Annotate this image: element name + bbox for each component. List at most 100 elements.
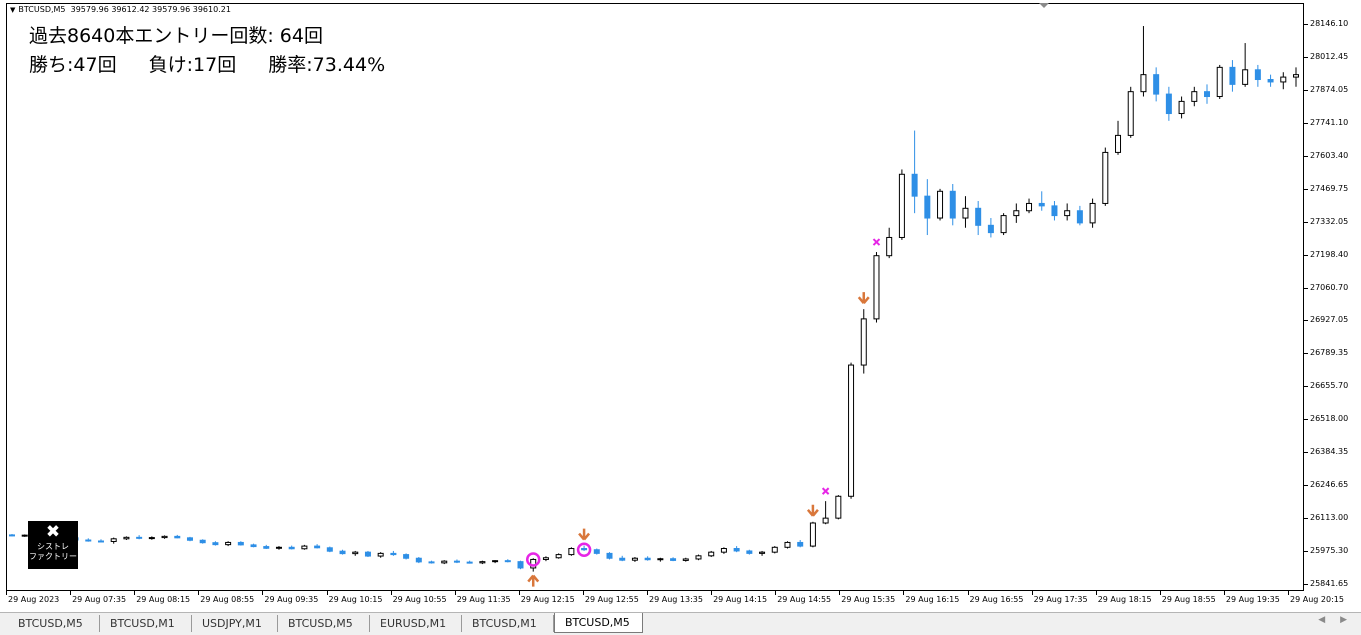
candle-body xyxy=(85,539,92,542)
candle-body xyxy=(1216,66,1223,98)
candle-down xyxy=(186,536,193,542)
chart-plot-area[interactable] xyxy=(6,3,1303,591)
candle-body xyxy=(199,539,206,544)
candle-body xyxy=(136,536,143,539)
tab-btcusd-m5-6[interactable]: BTCUSD,M5 xyxy=(554,613,643,633)
candle-body xyxy=(771,546,778,553)
price-axis[interactable]: 28146.10 28012.45 27874.05 27741.10 27603.40… xyxy=(1303,3,1361,591)
candle-body xyxy=(949,190,956,219)
candle-body xyxy=(517,561,524,569)
chart-shift-marker-icon[interactable] xyxy=(1039,3,1049,8)
symbol-header: ▼ BTCUSD,M5 39579.96 39612.42 39579.96 39… xyxy=(10,5,231,14)
candle-down xyxy=(1153,67,1160,102)
tab-usdjpy-m1-2[interactable]: USDJPY,M1 xyxy=(192,615,278,632)
price-tick xyxy=(1304,419,1308,421)
candle-body xyxy=(555,554,562,559)
candle-body xyxy=(1127,91,1134,136)
dropdown-triangle-icon[interactable]: ▼ xyxy=(10,6,16,14)
candle-down xyxy=(924,179,931,236)
candle-up xyxy=(822,501,829,525)
time-tick xyxy=(839,591,841,595)
candle-down xyxy=(85,538,92,542)
candle-body xyxy=(835,495,842,519)
tab-btcusd-m5-3[interactable]: BTCUSD,M5 xyxy=(278,615,370,632)
tab-scroll-arrows-icon[interactable]: ◀ ▶ xyxy=(1318,615,1353,625)
price-tick xyxy=(1304,89,1308,91)
candle-body xyxy=(924,195,931,219)
candle-body xyxy=(708,551,715,557)
candle-body xyxy=(212,542,219,546)
candle-body xyxy=(1242,69,1249,85)
chart-window[interactable]: ▼ BTCUSD,M5 39579.96 39612.42 39579.96 39… xyxy=(0,0,1361,612)
loss-cross-icon xyxy=(821,487,830,495)
candle-body xyxy=(21,534,28,537)
time-label: 29 Aug 10:15 xyxy=(328,595,383,604)
time-tick xyxy=(967,591,969,595)
candle-body xyxy=(1165,93,1172,115)
time-tick xyxy=(134,591,136,595)
tab-btcusd-m5-0[interactable]: BTCUSD,M5 xyxy=(8,615,100,632)
time-tick xyxy=(198,591,200,595)
candle-down xyxy=(593,548,600,555)
stats-overlay: 過去8640本エントリー回数: 64回 勝ち:47回 負け:17回 勝率:73.… xyxy=(29,22,411,80)
candle-up xyxy=(110,537,117,544)
candle-up xyxy=(377,552,384,558)
candle-down xyxy=(415,557,422,564)
price-label: 26113.00 xyxy=(1310,513,1349,523)
candle-body xyxy=(1204,91,1211,98)
candle-body xyxy=(1191,91,1198,102)
candle-body xyxy=(1089,202,1096,224)
candle-up xyxy=(1064,203,1071,221)
symbol-name: BTCUSD,M5 xyxy=(18,5,66,14)
candle-body xyxy=(97,540,104,543)
tab-btcusd-m1-1[interactable]: BTCUSD,M1 xyxy=(100,615,192,632)
losses-text: 負け:17回 xyxy=(148,54,237,76)
candle-up xyxy=(1293,67,1299,87)
candle-up xyxy=(275,546,282,550)
candle-down xyxy=(136,535,143,540)
candle-body xyxy=(1293,74,1299,78)
price-label: 25975.30 xyxy=(1310,546,1349,556)
candle-body xyxy=(720,548,727,553)
candle-body xyxy=(809,522,816,547)
time-label: 29 Aug 08:15 xyxy=(136,595,191,604)
candle-down xyxy=(1051,201,1058,221)
sell-entry-arrow-icon xyxy=(578,528,591,541)
candle-down xyxy=(670,557,677,562)
candle-up xyxy=(1280,72,1287,90)
ohlc-readout: 39579.96 39612.42 39579.96 39610.21 xyxy=(70,5,231,14)
candle-down xyxy=(1076,205,1083,226)
time-tick xyxy=(518,591,520,595)
time-label: 29 Aug 2023 xyxy=(8,595,60,604)
time-label: 29 Aug 12:55 xyxy=(584,595,639,604)
candle-up xyxy=(301,544,308,550)
systre-factory-logo: ✖ シストレ ファクトリー xyxy=(28,521,78,569)
candle-up xyxy=(784,541,791,549)
price-label: 27741.10 xyxy=(1310,117,1349,127)
candle-body xyxy=(1178,100,1185,115)
candle-down xyxy=(390,550,397,556)
candle-down xyxy=(339,549,346,555)
candle-down xyxy=(250,543,257,548)
tab-eurusd-m1-4[interactable]: EURUSD,M1 xyxy=(370,615,462,632)
candle-body xyxy=(161,535,168,539)
candle-body xyxy=(670,558,677,561)
price-tick xyxy=(1304,386,1308,388)
candle-down xyxy=(466,560,473,564)
candle-up xyxy=(657,557,664,562)
candle-body xyxy=(631,557,638,561)
candle-body xyxy=(250,544,257,548)
candle-down xyxy=(1229,60,1236,92)
candle-body xyxy=(1013,210,1020,217)
candle-down xyxy=(797,540,804,548)
tab-btcusd-m1-5[interactable]: BTCUSD,M1 xyxy=(462,615,554,632)
candlestick-chart xyxy=(9,26,1299,587)
time-label: 29 Aug 18:55 xyxy=(1161,595,1216,604)
candle-up xyxy=(1102,147,1109,206)
price-tick xyxy=(1304,584,1308,585)
candle-up xyxy=(759,550,766,556)
time-label: 29 Aug 09:35 xyxy=(264,595,319,604)
time-tick xyxy=(1031,591,1033,595)
candle-down xyxy=(581,545,588,551)
time-axis[interactable]: 29 Aug 2023 29 Aug 07:35 29 Aug 08:15 29 Au… xyxy=(6,591,1344,611)
